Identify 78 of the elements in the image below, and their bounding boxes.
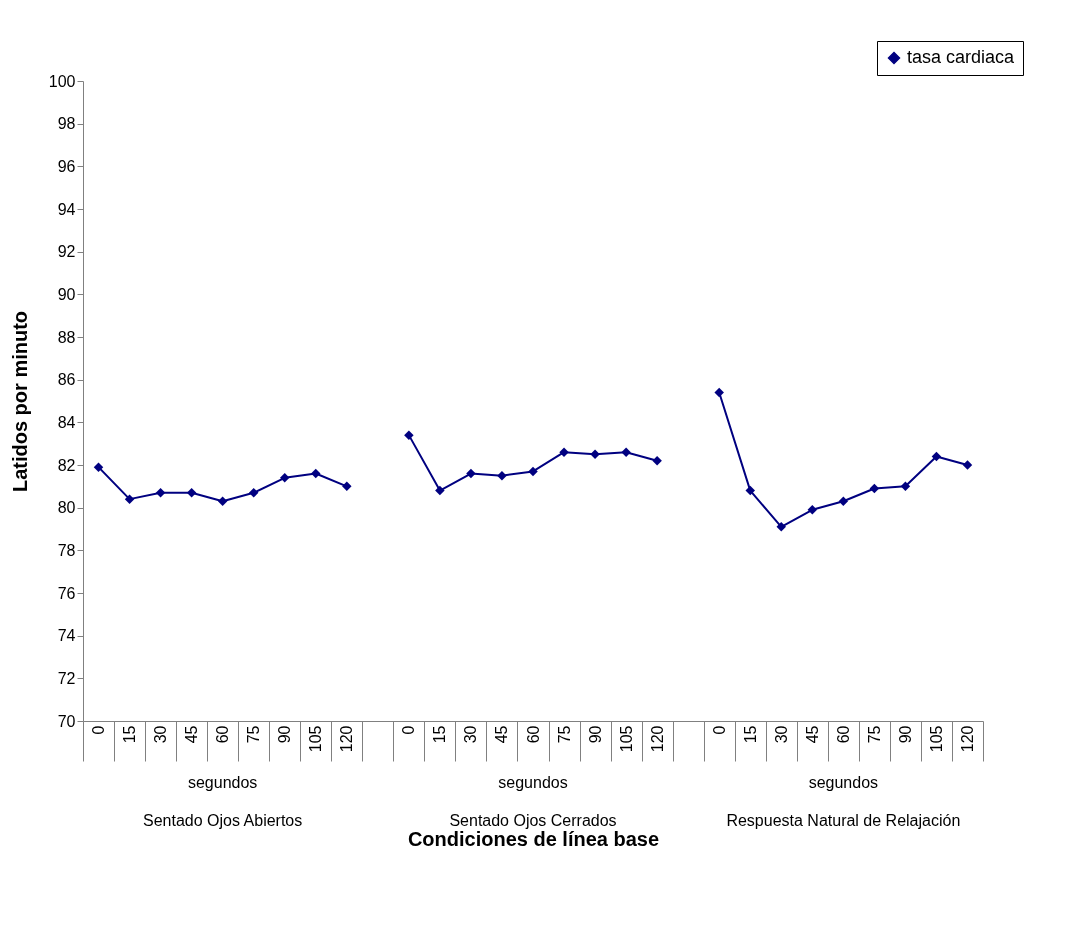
point — [93, 462, 104, 472]
point — [776, 522, 787, 532]
x-tick-label: 0 — [400, 725, 418, 735]
x-tick-label: 60 — [524, 725, 542, 744]
text: segundos — [187, 774, 258, 791]
y-tick-label: 96 — [57, 157, 76, 175]
x-tick-label: 30 — [772, 725, 790, 744]
point — [404, 430, 414, 440]
y-tick-label: 88 — [57, 328, 76, 346]
x-axis-title: Condiciones de línea base — [407, 828, 660, 850]
point — [279, 473, 290, 483]
x-tick-label: 30 — [152, 725, 170, 744]
point — [248, 487, 259, 498]
x-tick-label: 15 — [121, 725, 139, 744]
x-tick-label: 75 — [865, 725, 883, 744]
x-tick-label: 75 — [555, 725, 573, 744]
x-tick-label: 60 — [834, 725, 852, 744]
x-tick-label: 105 — [307, 725, 325, 753]
y-tick-label: 84 — [57, 413, 76, 431]
x-tick-label: 30 — [462, 725, 480, 744]
x-tick-label: 120 — [958, 725, 976, 753]
y-tick-label: 86 — [57, 371, 76, 389]
x-tick-label: 45 — [493, 725, 511, 744]
point — [217, 496, 228, 507]
x-tick-label: 90 — [276, 725, 294, 744]
y-tick-label: 98 — [57, 115, 76, 133]
legend-label: tasa cardiaca — [907, 47, 1016, 67]
x-tick-label: 75 — [245, 725, 263, 744]
point — [714, 387, 724, 398]
y-tick-label: 78 — [57, 541, 76, 559]
point — [962, 460, 973, 470]
x-tick-label: 105 — [927, 725, 945, 753]
point — [900, 481, 911, 492]
x-tick-label: 45 — [183, 725, 201, 744]
x-tick-label: 90 — [896, 725, 914, 744]
x-tick-label: 0 — [710, 725, 728, 735]
point — [931, 451, 942, 462]
y-tick-label: 100 — [48, 72, 76, 90]
text: Sentado Ojos Cerrados — [449, 812, 617, 829]
point — [745, 485, 755, 496]
point — [342, 481, 352, 492]
x-tick-label: 15 — [431, 725, 449, 744]
y-tick-label: 94 — [57, 200, 76, 218]
x-tick-label: 45 — [803, 725, 821, 744]
point — [466, 468, 476, 479]
x-tick-label: 90 — [586, 725, 604, 744]
point — [652, 455, 662, 466]
y-tick-label: 72 — [57, 669, 76, 687]
y-tick-label: 80 — [57, 499, 76, 517]
y-tick-label: 70 — [57, 712, 76, 730]
point — [807, 505, 818, 515]
y-tick-label: 82 — [57, 456, 76, 474]
y-axis-title: Latidos por minuto — [8, 310, 31, 493]
point — [497, 470, 507, 481]
point — [311, 468, 321, 479]
x-tick-label: 15 — [741, 725, 759, 744]
y-tick-label: 92 — [57, 243, 76, 261]
point — [590, 449, 600, 460]
point — [124, 494, 135, 504]
x-tick-label: 120 — [338, 725, 356, 753]
text: Sentado Ojos Abiertos — [143, 812, 303, 829]
x-tick-label: 120 — [648, 725, 666, 753]
y-tick-label: 90 — [57, 285, 76, 303]
y-tick-label: 76 — [57, 584, 76, 602]
x-tick-label: 105 — [617, 725, 635, 753]
x-tick-label: 0 — [90, 725, 108, 735]
text: segundos — [808, 774, 879, 791]
point — [838, 496, 849, 507]
x-tick-label: 60 — [214, 725, 232, 744]
point — [528, 466, 538, 477]
y-tick-label: 74 — [57, 627, 76, 645]
text: segundos — [498, 774, 568, 791]
point — [155, 487, 166, 498]
point — [621, 447, 631, 457]
point — [869, 483, 880, 494]
text: Respuesta Natural de Relajación — [726, 812, 961, 829]
point — [186, 487, 197, 498]
point — [435, 485, 445, 496]
